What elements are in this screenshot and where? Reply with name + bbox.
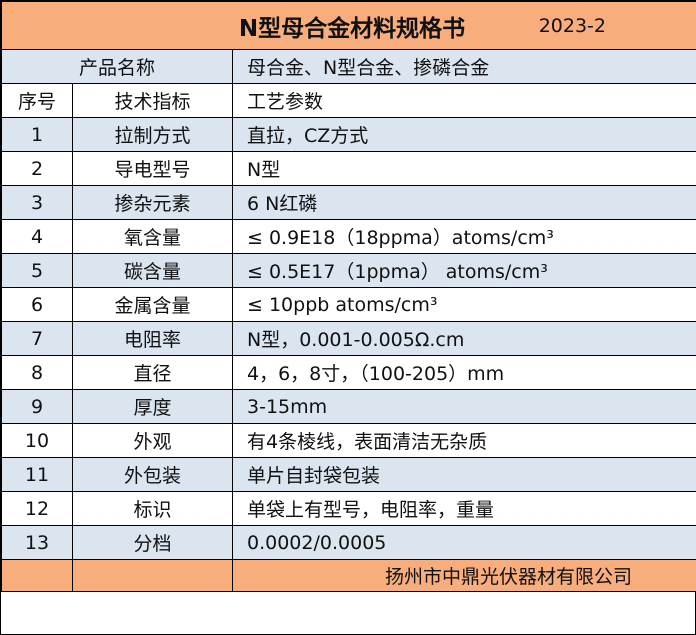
table-row: 3 掺杂元素 6 N红磷 <box>1 185 696 220</box>
row-param: 6 N红磷 <box>232 185 696 220</box>
header-row: 序号 技术指标 工艺参数 <box>1 83 696 118</box>
row-param: 有4条棱线，表面清洁无杂质 <box>232 423 696 458</box>
table-row: 10 外观 有4条棱线，表面清洁无杂质 <box>1 423 696 458</box>
column-header-spec: 技术指标 <box>72 83 233 118</box>
title-row: N型母合金材料规格书 2023-2 <box>1 1 696 50</box>
footer-empty-cell <box>72 559 233 592</box>
row-no: 6 <box>1 287 73 322</box>
row-no: 7 <box>1 321 73 356</box>
footer-empty-cell <box>1 559 73 592</box>
row-no: 12 <box>1 491 73 526</box>
row-no: 10 <box>1 423 73 458</box>
footer-row: 扬州市中鼎光伏器材有限公司 <box>1 559 696 592</box>
row-param: 单片自封袋包装 <box>232 457 696 492</box>
table-row: 6 金属含量 ≤ 10ppb atoms/cm³ <box>1 287 696 322</box>
row-param: 单袋上有型号，电阻率，重量 <box>232 491 696 526</box>
table-row: 8 直径 4，6，8寸，（100-205）mm <box>1 355 696 390</box>
table-row: 1 拉制方式 直拉，CZ方式 <box>1 117 696 152</box>
row-spec: 拉制方式 <box>72 117 233 152</box>
company-name: 扬州市中鼎光伏器材有限公司 <box>232 559 696 592</box>
product-row: 产品名称 母合金、N型合金、掺磷合金 <box>1 49 696 84</box>
row-spec: 厚度 <box>72 389 233 424</box>
row-param: ≤ 0.9E18（18ppma）atoms/cm³ <box>232 219 696 254</box>
row-param: ≤ 10ppb atoms/cm³ <box>232 287 696 322</box>
row-param: 4，6，8寸，（100-205）mm <box>232 355 696 390</box>
table-row: 7 电阻率 N型，0.001-0.005Ω.cm <box>1 321 696 356</box>
row-spec: 金属含量 <box>72 287 233 322</box>
table-row: 13 分档 0.0002/0.0005 <box>1 525 696 560</box>
row-spec: 直径 <box>72 355 233 390</box>
row-no: 1 <box>1 117 73 152</box>
sheet-date: 2023-2 <box>538 15 606 37</box>
row-spec: 分档 <box>72 525 233 560</box>
row-no: 13 <box>1 525 73 560</box>
table-row: 4 氧含量 ≤ 0.9E18（18ppma）atoms/cm³ <box>1 219 696 254</box>
row-spec: 掺杂元素 <box>72 185 233 220</box>
row-param: N型 <box>232 151 696 186</box>
table-row: 5 碳含量 ≤ 0.5E17（1ppma） atoms/cm³ <box>1 253 696 288</box>
row-param: ≤ 0.5E17（1ppma） atoms/cm³ <box>232 253 696 288</box>
row-param: 直拉，CZ方式 <box>232 117 696 152</box>
row-spec: 氧含量 <box>72 219 233 254</box>
row-spec: 外包装 <box>72 457 233 492</box>
row-param: N型，0.001-0.005Ω.cm <box>232 321 696 356</box>
row-spec: 导电型号 <box>72 151 233 186</box>
table-row: 11 外包装 单片自封袋包装 <box>1 457 696 492</box>
row-no: 11 <box>1 457 73 492</box>
row-no: 8 <box>1 355 73 390</box>
table-row: 12 标识 单袋上有型号，电阻率，重量 <box>1 491 696 526</box>
row-spec: 碳含量 <box>72 253 233 288</box>
row-no: 3 <box>1 185 73 220</box>
product-label: 产品名称 <box>1 49 233 84</box>
row-no: 4 <box>1 219 73 254</box>
row-spec: 电阻率 <box>72 321 233 356</box>
sheet-title: N型母合金材料规格书 <box>238 15 466 42</box>
column-header-no: 序号 <box>1 83 73 118</box>
column-header-param: 工艺参数 <box>232 83 696 118</box>
row-param: 3-15mm <box>232 389 696 424</box>
product-value: 母合金、N型合金、掺磷合金 <box>232 49 696 84</box>
title-cell: N型母合金材料规格书 2023-2 <box>1 1 696 50</box>
table-row: 2 导电型号 N型 <box>1 151 696 186</box>
table-row: 9 厚度 3-15mm <box>1 389 696 424</box>
row-no: 2 <box>1 151 73 186</box>
row-spec: 标识 <box>72 491 233 526</box>
row-no: 9 <box>1 389 73 424</box>
row-no: 5 <box>1 253 73 288</box>
spec-table: N型母合金材料规格书 2023-2 产品名称 母合金、N型合金、掺磷合金 序号 … <box>1 1 696 592</box>
row-spec: 外观 <box>72 423 233 458</box>
row-param: 0.0002/0.0005 <box>232 525 696 560</box>
